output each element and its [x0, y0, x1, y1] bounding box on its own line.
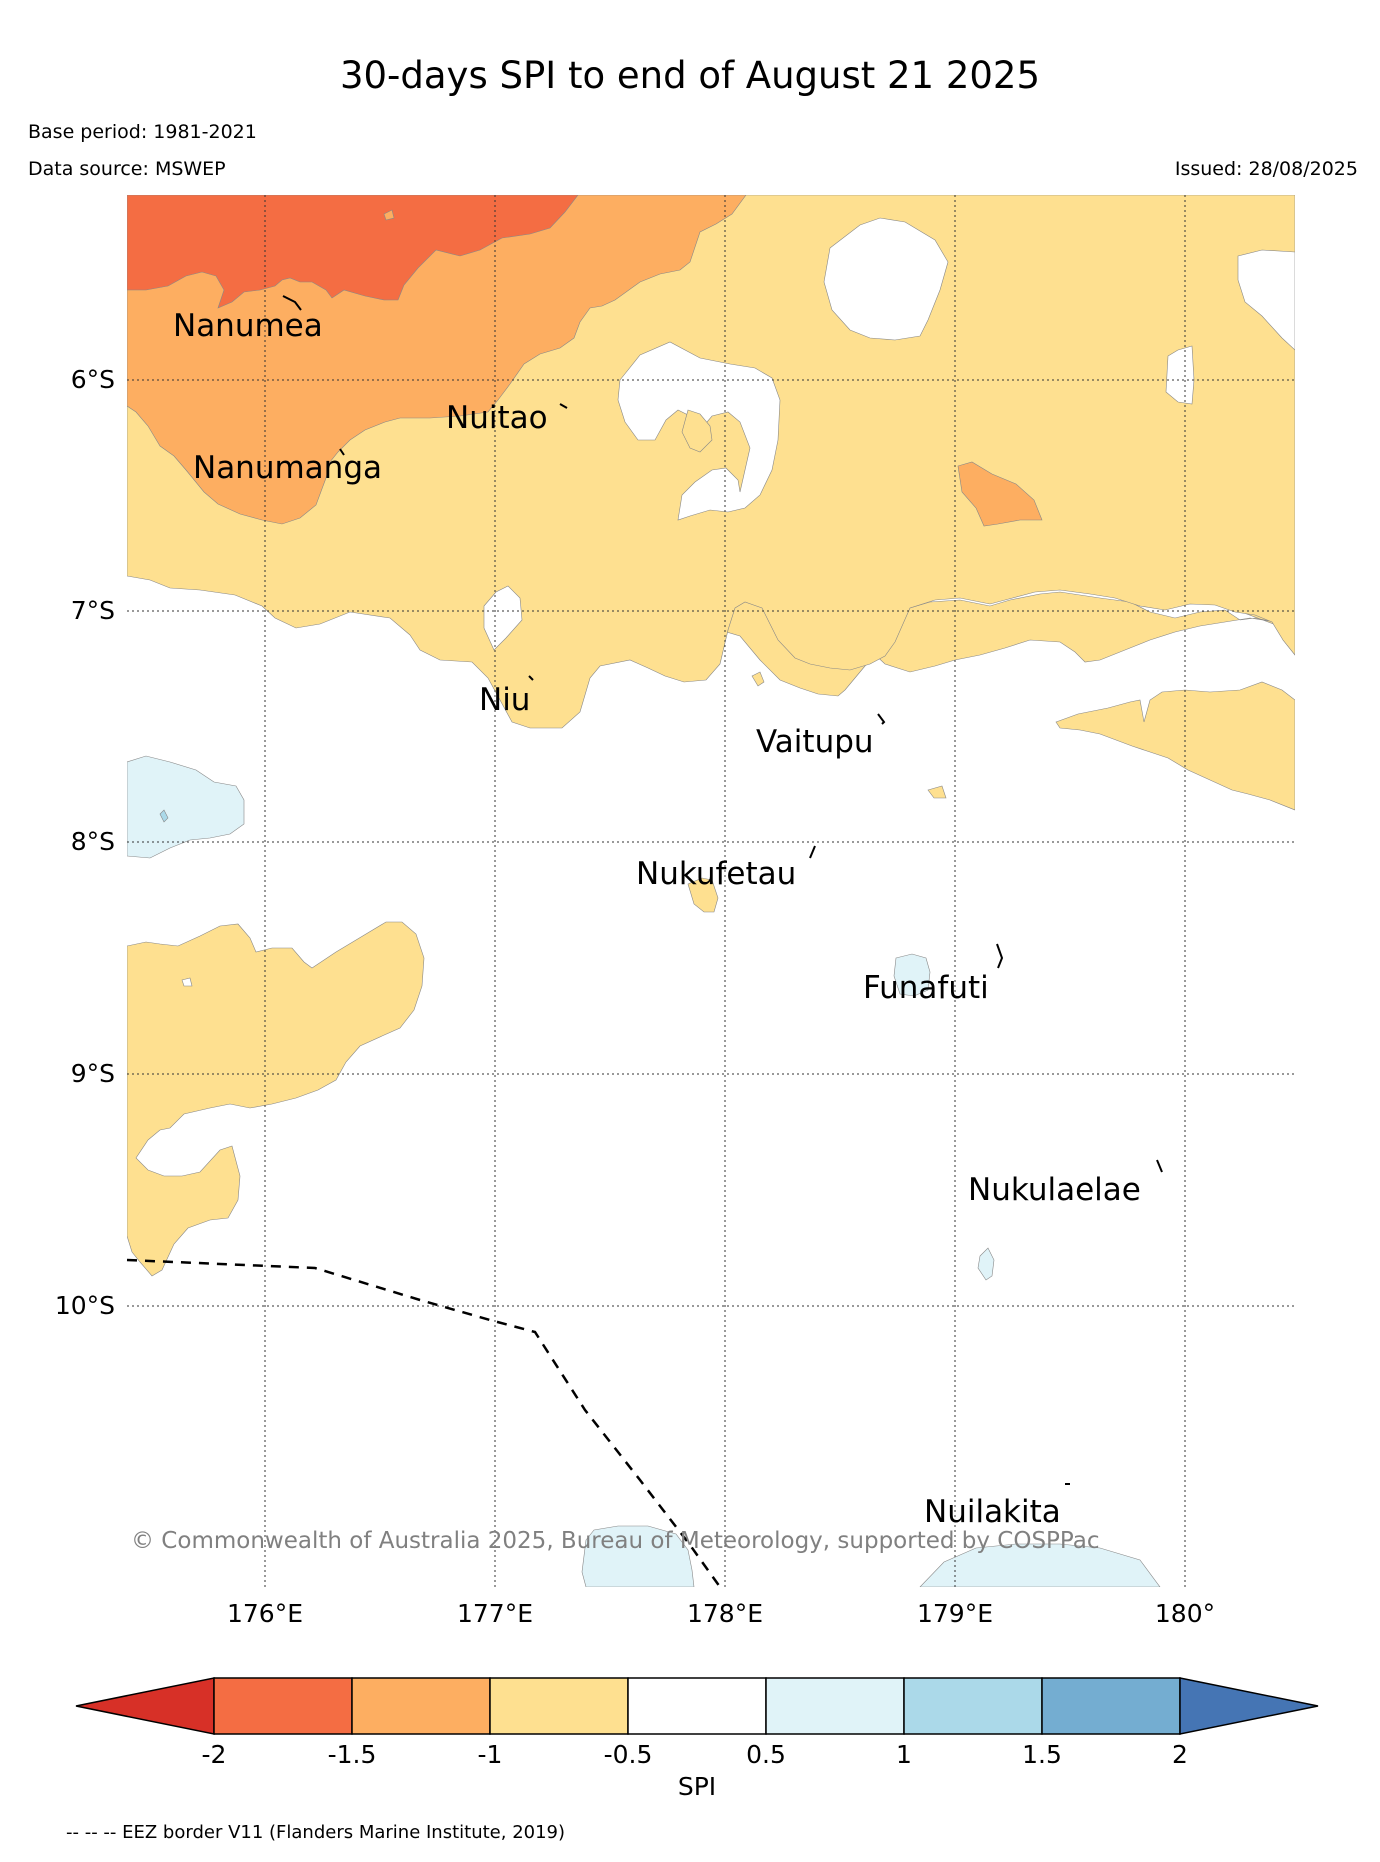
spi-region-moderate-dry-island — [681, 409, 713, 453]
spi-region-moderately-wet-nukulaelae — [977, 1247, 995, 1281]
label-niu: Niu — [479, 682, 530, 718]
spi-region-normal-small-2 — [483, 585, 523, 651]
spi-region-normal-ne — [823, 217, 949, 341]
gridlines — [127, 195, 1295, 1587]
spi-region-moderately-wet-funafuti — [893, 953, 931, 997]
spi-region-moderate-dry-dot-2 — [927, 785, 947, 799]
label-nuitao: Nuitao — [446, 400, 548, 436]
nanumanga-island — [339, 448, 345, 456]
copyright-text: © Commonwealth of Australia 2025, Bureau… — [131, 1528, 1100, 1554]
spi-region-moderately-wet-w — [127, 755, 245, 859]
label-nuilakita: Nuilakita — [924, 1494, 1061, 1530]
colorbar-bin-5 — [765, 1677, 905, 1735]
spi-region-moderately-wet-s — [581, 1525, 695, 1587]
colorbar-tick-8: 2 — [1172, 1740, 1188, 1769]
nuitao-island — [559, 403, 568, 409]
colorbar-tick-1: -2 — [202, 1740, 227, 1769]
colorbar-tick-2: -1.5 — [328, 1740, 377, 1769]
label-nanumanga: Nanumanga — [193, 450, 382, 486]
spi-fields — [127, 195, 1295, 1587]
colorbar-bin-1 — [213, 1677, 353, 1735]
lon-label-177e: 177°E — [457, 1599, 533, 1628]
vaitupu-island — [877, 713, 886, 725]
spi-region-normal-dot — [181, 977, 193, 987]
spi-region-severe-dry-east — [957, 461, 1043, 527]
colorbar-extend-low — [75, 1677, 215, 1735]
colorbar-bin-2 — [351, 1677, 491, 1735]
map-title: 30-days SPI to end of August 21 2025 — [339, 54, 1041, 97]
label-nukufetau: Nukufetau — [636, 856, 796, 892]
eez-legend-note: -- -- -- EEZ border V11 (Flanders Marine… — [66, 1822, 566, 1843]
nukulaelae-island — [1156, 1159, 1163, 1173]
label-vaitupu: Vaitupu — [756, 724, 874, 760]
label-nanumea: Nanumea — [173, 308, 323, 344]
spi-region-extreme-dry — [127, 195, 579, 309]
lat-label-10s: 10°S — [55, 1291, 115, 1320]
spi-region-moderate-dry-dot-1 — [751, 671, 765, 687]
colorbar-tick-4: -0.5 — [604, 1740, 653, 1769]
lat-label-9s: 9°S — [71, 1059, 115, 1088]
niu-island — [528, 675, 534, 681]
spi-region-moderate-dry-se — [1055, 681, 1295, 811]
colorbar-tick-5: 0.5 — [746, 1740, 786, 1769]
lat-label-8s: 8°S — [71, 827, 115, 856]
lat-label-6s: 6°S — [71, 365, 115, 394]
nanumea-island — [282, 295, 302, 311]
spi-region-normal-e — [1237, 249, 1295, 351]
spi-region-moderate-dry-dot-3 — [687, 877, 719, 913]
colorbar-tick-6: 1 — [896, 1740, 912, 1769]
lon-label-180: 180° — [1155, 1599, 1215, 1628]
data-source: Data source: MSWEP — [28, 158, 226, 180]
colorbar-extend-high — [1179, 1677, 1319, 1735]
label-funafuti: Funafuti — [863, 970, 989, 1006]
colorbar — [75, 1677, 1319, 1735]
label-nukulaelae: Nukulaelae — [968, 1172, 1141, 1208]
colorbar-bin-7 — [1041, 1677, 1181, 1735]
colorbar-title: SPI — [678, 1772, 716, 1801]
colorbar-tick-7: 1.5 — [1022, 1740, 1062, 1769]
colorbar-bin-3 — [489, 1677, 629, 1735]
colorbar-tick-3: -1 — [478, 1740, 503, 1769]
spi-region-moderately-wet-se — [919, 1543, 1161, 1587]
colorbar-bin-6 — [903, 1677, 1043, 1735]
lon-label-176e: 176°E — [227, 1599, 303, 1628]
nukufetau-island — [809, 845, 816, 859]
base-period: Base period: 1981-2021 — [28, 121, 257, 143]
funafuti-island — [996, 943, 1004, 969]
spi-region-normal-small — [1165, 345, 1195, 405]
spi-region-moderate-dry-sw — [127, 921, 425, 1277]
lon-label-179e: 179°E — [917, 1599, 993, 1628]
spi-region-normal-center — [617, 341, 781, 521]
lon-label-178e: 178°E — [687, 1599, 763, 1628]
issued-date: Issued: 28/08/2025 — [1174, 158, 1358, 180]
spi-region-very-wet-dot — [159, 809, 169, 823]
lat-label-7s: 7°S — [71, 596, 115, 625]
island-outlines — [282, 295, 1163, 1485]
colorbar-bin-4 — [627, 1677, 767, 1735]
eez-border — [126, 1258, 722, 1588]
spi-region-severe-dry-small — [383, 209, 395, 221]
